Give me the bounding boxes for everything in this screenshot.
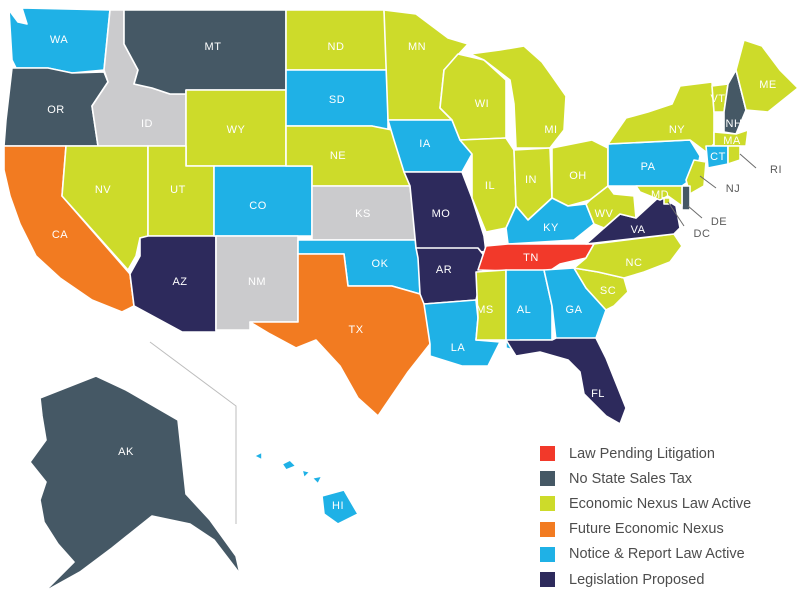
state-label-CT: CT <box>710 151 726 163</box>
state-MO[interactable] <box>403 171 487 253</box>
state-label-WY: WY <box>227 124 246 136</box>
state-AK[interactable] <box>29 375 241 593</box>
state-label-ID: ID <box>141 118 153 130</box>
state-label-FL: FL <box>591 388 605 400</box>
state-label-AZ: AZ <box>172 276 187 288</box>
legend-item-economic-nexus-law-active: Economic Nexus Law Active <box>540 491 790 516</box>
state-label-IL: IL <box>485 180 495 192</box>
legend-label: Legislation Proposed <box>569 571 705 588</box>
legend-label: Future Economic Nexus <box>569 521 724 538</box>
state-label-NV: NV <box>95 184 111 196</box>
state-label-NJ: NJ <box>726 183 740 195</box>
state-label-VA: VA <box>631 224 646 236</box>
state-label-MA: MA <box>723 135 741 147</box>
state-ME[interactable] <box>735 39 799 113</box>
legend-swatch <box>540 546 555 562</box>
state-MI[interactable] <box>469 45 567 149</box>
state-label-WA: WA <box>50 34 68 46</box>
state-label-OH: OH <box>569 170 587 182</box>
state-label-NE: NE <box>330 150 346 162</box>
state-KY[interactable] <box>505 197 595 245</box>
legend-label: Notice & Report Law Active <box>569 546 745 563</box>
inset-separator-line <box>149 341 237 524</box>
state-label-CO: CO <box>249 200 267 212</box>
state-label-SD: SD <box>329 94 345 106</box>
legend-swatch <box>540 572 555 588</box>
state-label-MN: MN <box>408 41 426 53</box>
state-label-HI: HI <box>332 500 344 512</box>
state-label-SC: SC <box>600 285 616 297</box>
state-label-TN: TN <box>523 252 539 264</box>
state-label-OR: OR <box>47 104 65 116</box>
state-MA[interactable] <box>713 129 749 147</box>
state-label-DC: DC <box>694 228 711 240</box>
state-WV[interactable] <box>585 185 637 229</box>
legend-item-future-economic-nexus: Future Economic Nexus <box>540 517 790 542</box>
state-label-WV: WV <box>595 208 614 220</box>
state-label-TX: TX <box>348 324 363 336</box>
state-label-IN: IN <box>525 174 537 186</box>
state-label-KS: KS <box>355 208 371 220</box>
legend-label: Economic Nexus Law Active <box>569 495 752 512</box>
state-label-AR: AR <box>436 264 452 276</box>
leader-line-dc <box>667 201 685 227</box>
legend-item-notice-report-law-active: Notice & Report Law Active <box>540 542 790 567</box>
state-label-CA: CA <box>52 229 68 241</box>
state-label-IA: IA <box>419 138 431 150</box>
state-label-NH: NH <box>726 118 743 130</box>
state-label-NY: NY <box>669 124 685 136</box>
state-label-OK: OK <box>372 258 389 270</box>
state-label-AL: AL <box>517 304 531 316</box>
state-MD[interactable] <box>635 185 683 207</box>
legend-label: No State Sales Tax <box>569 470 693 487</box>
state-label-MO: MO <box>432 208 451 220</box>
map-legend: Law Pending Litigation No State Sales Ta… <box>540 441 790 592</box>
legend-item-no-state-sales-tax: No State Sales Tax <box>540 466 790 491</box>
state-NJ[interactable] <box>685 159 707 195</box>
state-TX[interactable] <box>249 253 431 417</box>
state-label-VT: VT <box>710 93 725 105</box>
legend-swatch <box>540 521 555 537</box>
state-label-UT: UT <box>170 184 186 196</box>
state-NC[interactable] <box>573 233 683 279</box>
state-label-ME: ME <box>759 79 777 91</box>
leader-line-ri <box>739 153 757 169</box>
leader-line-de <box>687 205 703 219</box>
legend-label: Law Pending Litigation <box>569 445 715 462</box>
legend-swatch <box>540 471 555 487</box>
state-label-KY: KY <box>543 222 559 234</box>
state-label-WI: WI <box>475 98 489 110</box>
legend-item-legislation-proposed: Legislation Proposed <box>540 567 790 592</box>
state-label-PA: PA <box>641 161 656 173</box>
legend-item-law-pending-litigation: Law Pending Litigation <box>540 441 790 466</box>
state-label-MT: MT <box>205 41 222 53</box>
state-label-RI: RI <box>770 164 782 176</box>
state-label-NM: NM <box>248 276 266 288</box>
state-NY[interactable] <box>607 81 715 153</box>
state-MS[interactable] <box>475 269 507 341</box>
state-label-GA: GA <box>566 304 583 316</box>
state-label-MS: MS <box>476 304 494 316</box>
state-label-MD: MD <box>651 189 669 201</box>
state-FL[interactable] <box>505 337 627 425</box>
legend-swatch <box>540 446 555 462</box>
state-label-LA: LA <box>451 342 466 354</box>
state-RI[interactable] <box>727 145 741 165</box>
state-label-NC: NC <box>626 257 643 269</box>
state-label-AK: AK <box>118 446 134 458</box>
leader-line-nj <box>699 175 717 189</box>
state-label-MI: MI <box>544 124 557 136</box>
legend-swatch <box>540 496 555 512</box>
state-HI[interactable] <box>253 451 359 525</box>
state-label-ND: ND <box>328 41 345 53</box>
state-label-DE: DE <box>711 216 727 228</box>
